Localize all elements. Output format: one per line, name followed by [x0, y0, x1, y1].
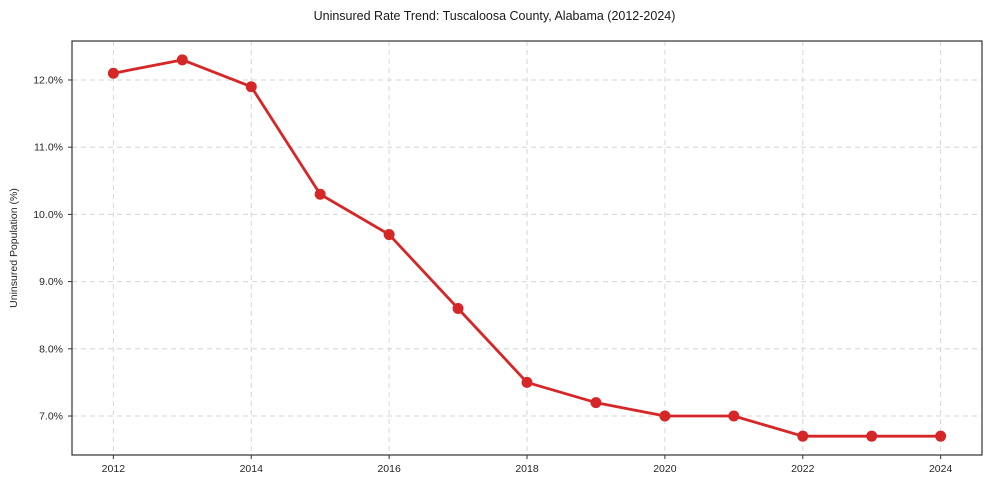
- data-point: [590, 397, 602, 409]
- chart-title: Uninsured Rate Trend: Tuscaloosa County,…: [313, 9, 676, 23]
- data-point: [452, 302, 464, 314]
- data-point: [521, 376, 533, 388]
- x-tick-label: 2016: [377, 463, 401, 475]
- x-tick-label: 2018: [515, 463, 539, 475]
- x-tick-label: 2020: [653, 463, 677, 475]
- x-tick-label: 2024: [929, 463, 953, 475]
- data-point: [935, 430, 947, 442]
- data-point: [659, 410, 671, 422]
- x-tick-label: 2012: [102, 463, 126, 475]
- data-point: [728, 410, 740, 422]
- x-tick-label: 2022: [791, 463, 815, 475]
- y-tick-label: 8.0%: [39, 343, 63, 355]
- y-tick-label: 12.0%: [33, 74, 63, 86]
- data-point: [866, 430, 878, 442]
- data-point: [107, 67, 119, 79]
- tick-labels: 7.0% 8.0% 9.0% 10.0% 11.0% 12.0% 2012 2014 2016 2…: [33, 74, 952, 475]
- tick-marks: [68, 79, 942, 459]
- x-tick-label: 2014: [240, 463, 264, 475]
- plot-frame: [71, 40, 983, 456]
- y-axis-label: Uninsured Population (%): [8, 188, 20, 308]
- data-point: [383, 229, 395, 241]
- y-tick-label: 10.0%: [33, 209, 63, 221]
- y-tick-label: 7.0%: [39, 411, 63, 423]
- data-point: [314, 188, 326, 200]
- y-tick-label: 9.0%: [39, 276, 63, 288]
- data-point: [797, 430, 809, 442]
- data-point: [176, 54, 188, 66]
- gridlines: [72, 41, 982, 455]
- data-point: [245, 81, 257, 93]
- y-tick-label: 11.0%: [34, 142, 63, 154]
- data-points: [107, 54, 947, 442]
